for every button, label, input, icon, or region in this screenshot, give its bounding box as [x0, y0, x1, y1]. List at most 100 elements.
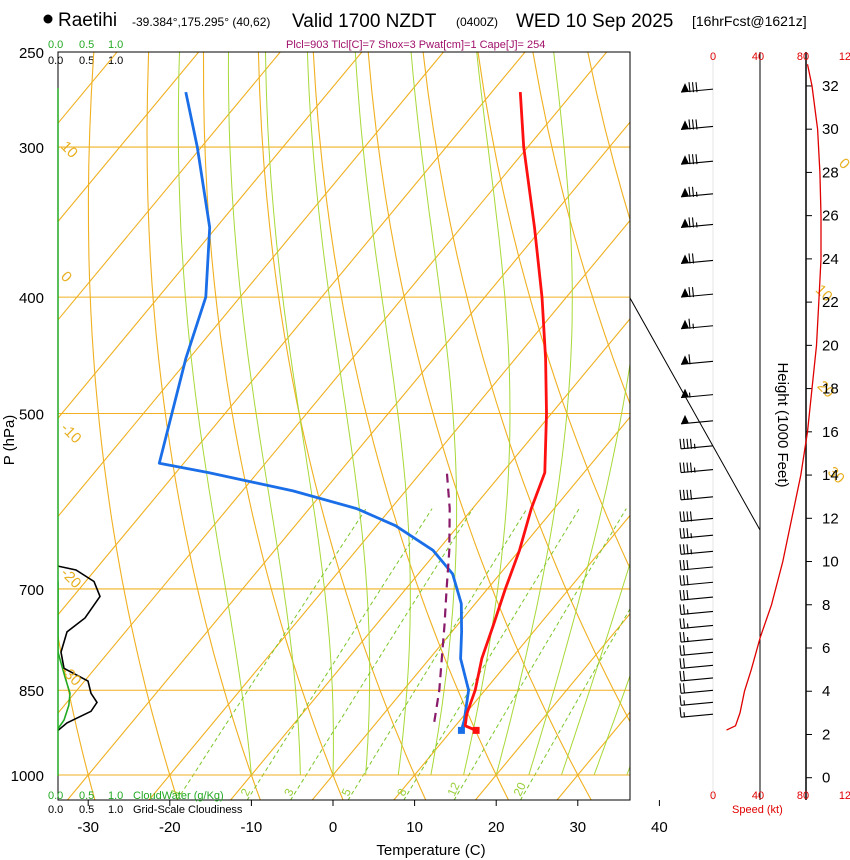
wind-barb — [679, 589, 714, 601]
wind-barb — [680, 388, 714, 399]
mixing-ratio-line — [347, 508, 528, 800]
x-axis-label: Temperature (C) — [376, 842, 485, 859]
wind-barb-half-flag — [683, 700, 686, 706]
dry-adiabat-line — [532, 52, 630, 406]
wind-barb — [680, 253, 714, 265]
wind-barb-staff — [680, 651, 714, 656]
wind-barb — [679, 489, 714, 501]
x-tick-label: 40 — [651, 819, 668, 836]
cloudwater-legend: CloudWater (g/Kg) — [133, 790, 224, 802]
wind-barb — [679, 683, 714, 694]
x-tick-label: -20 — [159, 819, 181, 836]
wind-barb-flag — [679, 604, 682, 615]
wind-barb — [679, 658, 714, 669]
height-tick-label: 8 — [822, 597, 830, 614]
wind-barb-flag — [686, 575, 689, 586]
wind-barb-pennant — [681, 218, 689, 228]
isotherm-line — [58, 52, 444, 518]
cloudwater-line — [58, 581, 71, 730]
isotherm-line — [638, 52, 850, 800]
cloudwater-tick-bottom-2: 1.0 — [108, 790, 123, 802]
dry-adiabat-line — [477, 52, 630, 570]
wind-barb-staff — [680, 445, 714, 450]
wind-barb-pennant — [681, 83, 689, 93]
cloudwater-tick-top-2: 1.0 — [108, 39, 123, 51]
wind-barb-flag — [682, 438, 686, 449]
wind-barb-flag — [682, 683, 686, 694]
height-tick-label: 14 — [822, 467, 839, 484]
wind-barb-flag — [682, 645, 686, 656]
height-tick-label: 32 — [822, 78, 839, 95]
wind-barb-flag — [679, 489, 682, 500]
wind-barb-pennant — [681, 319, 689, 329]
wind-barb-flag — [686, 438, 689, 449]
wind-barb-flag — [679, 632, 682, 643]
wind-barb-flag — [688, 82, 691, 93]
wind-barb-staff — [680, 664, 714, 669]
wind-barb — [680, 119, 714, 130]
isotherm-line — [58, 52, 526, 616]
wind-barb-flag — [679, 695, 682, 706]
wind-barb — [679, 575, 714, 586]
speed-tick-label: 120 — [839, 51, 850, 63]
wind-barb — [679, 559, 714, 571]
isotherm-label: 0 — [57, 268, 75, 286]
isotherm-line — [66, 121, 630, 800]
wind-barb-flag — [688, 119, 691, 130]
moist-adiabat-line — [306, 52, 371, 776]
cloudwater-tick-bottom-0: 0.0 — [48, 790, 63, 802]
wind-barb — [680, 82, 714, 93]
wind-barb-staff — [680, 689, 714, 694]
wind-barb-flag — [688, 318, 691, 329]
wind-barb — [679, 528, 714, 539]
wind-barb — [679, 707, 714, 718]
wind-barb-flag — [688, 253, 691, 264]
wind-barb-flag — [679, 559, 682, 571]
plot-frame — [57, 51, 631, 801]
height-tick-label: 0 — [822, 770, 830, 787]
wind-barb-flag — [691, 82, 695, 93]
moist-adiabat-line — [495, 52, 573, 776]
height-tick-label: 26 — [822, 208, 839, 225]
cloudiness-tick-bottom-1: 0.5 — [79, 804, 94, 816]
moist-adiabat-line — [227, 52, 301, 776]
connector-line — [629, 297, 761, 531]
wind-barb-flag — [679, 618, 682, 629]
wind-barb-staff — [680, 517, 714, 523]
wind-barb-half-flag — [686, 623, 689, 629]
wind-barb-flag — [691, 154, 695, 165]
wind-barb-staff — [680, 713, 714, 718]
moist-adiabat-line — [626, 765, 630, 776]
wind-barb — [679, 632, 714, 643]
wind-barb-flag — [679, 575, 682, 586]
wind-barb — [680, 154, 714, 165]
wind-barb-pennant — [681, 388, 689, 398]
wind-barb-flag — [682, 544, 686, 555]
wind-barb-flag — [682, 559, 686, 571]
wind-barb — [680, 414, 714, 425]
height-tick-label: 18 — [822, 381, 839, 398]
dry-adiabat-line — [312, 52, 510, 800]
cloudiness-tick-bottom-0: 0.0 — [48, 804, 63, 816]
wind-barb-staff — [680, 566, 714, 571]
wind-barb-flag — [691, 217, 695, 228]
isotherm-line — [58, 52, 281, 321]
mixing-ratio-label: 3 — [281, 786, 297, 798]
station-marker — [43, 14, 53, 24]
dewpoint-line — [157, 91, 470, 731]
height-tick-label: 12 — [822, 510, 839, 527]
wind-barb-flag — [688, 217, 691, 228]
dry-adiabat-line — [587, 52, 630, 222]
wind-barb — [680, 287, 714, 298]
wind-barb-pennant — [681, 120, 689, 130]
wind-barb-flag — [679, 511, 682, 522]
moist-adiabat-line — [463, 52, 511, 776]
wind-barb — [680, 217, 714, 229]
mixing-ratio-label: 12 — [444, 780, 462, 798]
x-tick-label: 20 — [488, 819, 505, 836]
pressure-tick-label: 1000 — [11, 768, 44, 785]
height-tick-label: 30 — [822, 121, 839, 138]
y-axis-label: P (hPa) — [1, 415, 18, 466]
isotherm-line — [58, 52, 608, 714]
